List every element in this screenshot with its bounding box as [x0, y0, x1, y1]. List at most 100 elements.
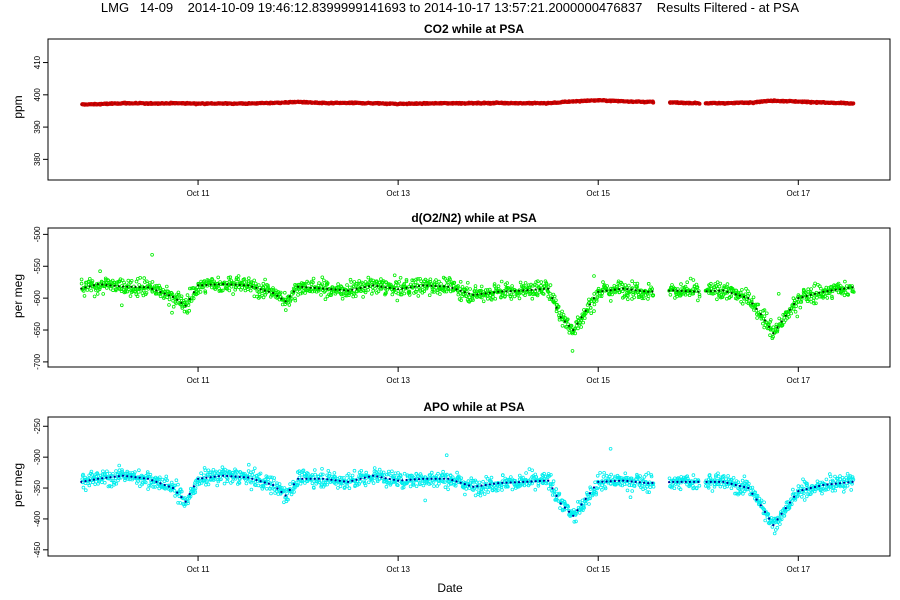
o2n2-point-967 — [527, 285, 532, 290]
co2-mean-point-1223 — [680, 101, 683, 104]
apo-mean-point-1634 — [126, 475, 129, 478]
o2n2-mean-point-1665 — [255, 286, 258, 289]
apo-point-258 — [199, 471, 203, 476]
o2n2-mean-point-1764 — [680, 289, 683, 292]
o2n2-point-103 — [127, 282, 131, 287]
apo-mean-point-1661 — [238, 475, 241, 478]
co2-mean-point-1191 — [534, 102, 537, 105]
o2n2-point-89 — [120, 303, 124, 308]
apo-mean-point-1670 — [276, 487, 279, 490]
apo-mean-point-1798 — [826, 483, 829, 486]
apo-mean-point-1764 — [680, 480, 683, 483]
o2n2-point-1563 — [825, 296, 830, 300]
apo-point-867 — [481, 479, 485, 484]
co2-mean-point-1102 — [163, 102, 166, 105]
co2-mean-point-1234 — [730, 101, 733, 105]
o2n2-point-627 — [369, 291, 374, 296]
o2n2-mean-point-1651 — [197, 284, 200, 287]
apo-mean-point-1708 — [434, 477, 437, 480]
o2n2-point-1316 — [709, 281, 713, 286]
o2n2-point-1277 — [685, 280, 689, 285]
apo-mean-point-1666 — [259, 480, 262, 483]
o2n2-mean-point-1769 — [705, 290, 708, 293]
co2-mean-point-1214 — [630, 100, 633, 103]
co2-mean-point-1178 — [480, 102, 483, 105]
o2n2-point-852 — [474, 289, 479, 294]
co2-mean-point-1159 — [401, 102, 404, 105]
apo-point-859 — [477, 480, 482, 485]
co2-mean-point-1228 — [705, 102, 708, 105]
apo-mean-point-1663 — [247, 476, 250, 479]
co2-mean-point-1170 — [447, 102, 450, 105]
apo-point-1017 — [551, 479, 556, 484]
apo-mean-point-1700 — [401, 479, 404, 482]
o2n2-mean-point-1717 — [472, 293, 475, 296]
o2n2-point-588 — [352, 291, 356, 296]
o2n2-mean-point-1694 — [376, 284, 379, 288]
apo-point-1236 — [667, 476, 672, 481]
o2n2-point-901 — [496, 284, 501, 289]
apo-point-1032 — [558, 506, 562, 510]
o2n2-point-837 — [468, 287, 472, 291]
o2n2-mean-point-1735 — [547, 287, 550, 290]
o2n2-point-1537 — [812, 301, 816, 306]
co2-x-tick-label-1: Oct 13 — [386, 189, 410, 198]
o2n2-mean-point-1738 — [559, 316, 562, 319]
co2-mean-point-1241 — [759, 100, 762, 103]
o2n2-point-760 — [432, 290, 436, 294]
co2-mean-point-1243 — [768, 99, 771, 102]
o2n2-point-1552 — [819, 286, 823, 291]
co2-mean-point-1126 — [263, 102, 266, 105]
co2-mean-point-1251 — [801, 100, 804, 103]
o2n2-point-1333 — [718, 281, 723, 286]
o2n2-point-1565 — [824, 285, 829, 290]
apo-point-292 — [215, 483, 220, 488]
o2n2-mean-point-1674 — [292, 290, 295, 293]
o2n2-point-1502 — [795, 314, 800, 319]
o2n2-point-439 — [282, 290, 287, 295]
page-title: LMG 14-09 2014-10-09 19:46:12.8399999141… — [100, 0, 800, 15]
o2n2-point-1301 — [697, 292, 702, 297]
o2n2-point-1472 — [782, 320, 786, 325]
apo-mean-point-1734 — [542, 479, 546, 482]
apo-mean-point-1743 — [580, 503, 583, 506]
o2n2-point-1495 — [792, 298, 797, 303]
o2n2-point-31 — [93, 288, 98, 292]
o2n2-mean-point-1691 — [363, 286, 366, 289]
apo-mean-point-1731 — [530, 480, 533, 483]
o2n2-point-450 — [288, 299, 292, 304]
apo-point-1352 — [726, 474, 730, 478]
o2n2-point-805 — [452, 287, 456, 292]
o2n2-point-720 — [413, 280, 418, 285]
o2n2-point-644 — [377, 280, 381, 285]
o2n2-mean-point-1699 — [397, 288, 400, 291]
co2-mean-point-1190 — [530, 102, 533, 105]
o2n2-mean-point-1765 — [684, 290, 687, 293]
apo-mean-point-1761 — [668, 481, 671, 484]
o2n2-mean-point-1797 — [822, 290, 825, 293]
o2n2-point-1499 — [794, 300, 799, 305]
co2-mean-point-1219 — [651, 100, 654, 104]
o2n2-point-1282 — [688, 276, 693, 281]
o2n2-point-1111 — [594, 299, 599, 303]
apo-mean-point-1635 — [130, 475, 133, 478]
o2n2-point-154 — [150, 280, 155, 284]
apo-mean-point-1712 — [451, 479, 454, 482]
o2n2-point-204 — [174, 301, 178, 306]
apo-mean-point-1648 — [184, 500, 187, 503]
o2n2-point-137 — [142, 276, 147, 280]
o2n2-point-766 — [434, 278, 438, 282]
o2n2-point-135 — [143, 280, 147, 284]
co2-mean-point-1119 — [234, 102, 237, 105]
o2n2-mean-point-1630 — [109, 284, 112, 287]
o2n2-mean-point-1709 — [438, 285, 441, 288]
o2n2-x-tick-label-3: Oct 17 — [787, 376, 811, 385]
o2n2-point-618 — [366, 288, 371, 292]
o2n2-point-659 — [384, 280, 388, 284]
apo-mean-point-1677 — [305, 477, 308, 480]
o2n2-point-197 — [170, 291, 174, 296]
o2n2-mean-point-1632 — [117, 285, 120, 288]
o2n2-point-1397 — [747, 292, 752, 296]
co2-mean-point-1244 — [772, 99, 775, 102]
apo-mean-point-1782 — [759, 504, 762, 507]
